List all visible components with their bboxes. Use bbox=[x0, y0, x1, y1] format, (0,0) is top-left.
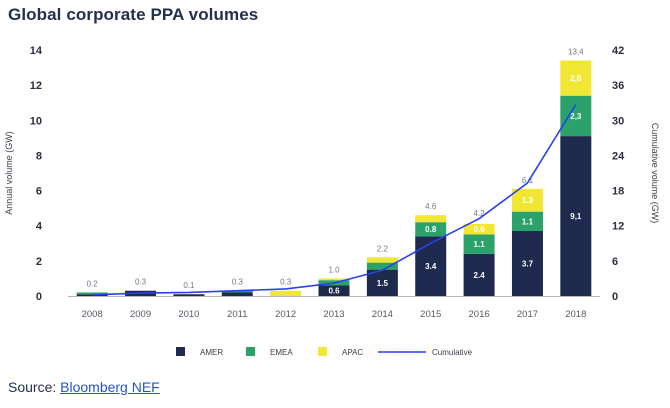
bar-label-apac: 0.6 bbox=[474, 225, 486, 234]
bar-label-amer: 2.4 bbox=[474, 271, 486, 280]
bar-total-label: 0.2 bbox=[87, 279, 99, 288]
bar-emea bbox=[366, 262, 398, 270]
y-right-tick-label: 12 bbox=[612, 221, 624, 233]
y-tick-label: 4 bbox=[36, 221, 43, 233]
x-tick-label: 2013 bbox=[323, 309, 344, 320]
legend-label-emea: EMEA bbox=[270, 348, 293, 357]
x-tick-label: 2018 bbox=[565, 309, 586, 320]
legend-label-amer: AMER bbox=[200, 348, 223, 357]
bar-label-amer: 1.5 bbox=[377, 279, 389, 288]
bar-label-amer: 3.4 bbox=[425, 262, 437, 271]
y-tick-label: 10 bbox=[30, 115, 42, 127]
bar-total-label: 0.3 bbox=[232, 278, 244, 287]
bar-emea bbox=[463, 234, 495, 254]
y-right-axis-title: Cumulative volume (GW) bbox=[650, 123, 660, 224]
y-right-tick-label: 36 bbox=[612, 80, 624, 92]
bar-amer bbox=[76, 294, 108, 296]
bar-amer bbox=[560, 136, 592, 296]
bar-total-label: 0.3 bbox=[135, 278, 147, 287]
y-right-tick-label: 6 bbox=[612, 256, 618, 268]
y-right-tick-label: 18 bbox=[612, 186, 624, 198]
x-tick-label: 2014 bbox=[372, 309, 393, 320]
bar-label-emea: 2,3 bbox=[570, 112, 582, 121]
bar-label-emea: 1.1 bbox=[474, 240, 486, 249]
y-axis-title: Annual volume (GW) bbox=[4, 131, 14, 215]
bar-label-apac: 2,0 bbox=[570, 74, 582, 83]
legend-label-cumulative: Cumulative bbox=[432, 348, 473, 357]
x-tick-label: 2009 bbox=[130, 309, 151, 320]
bar-apac bbox=[463, 223, 495, 235]
y-tick-label: 12 bbox=[30, 80, 42, 92]
line-cumulative bbox=[92, 104, 577, 296]
x-tick-label: 2011 bbox=[227, 309, 247, 320]
bar-label-emea: 1.1 bbox=[522, 217, 534, 226]
y-tick-label: 6 bbox=[36, 186, 42, 198]
source-prefix: Source: bbox=[8, 379, 61, 395]
bar-amer bbox=[366, 269, 398, 296]
bar-emea bbox=[511, 211, 543, 231]
y-tick-label: 0 bbox=[36, 291, 42, 303]
bar-total-label: 4.2 bbox=[474, 209, 486, 218]
source-link[interactable]: Bloomberg NEF bbox=[60, 379, 160, 395]
x-tick-label: 2015 bbox=[420, 309, 441, 320]
y-tick-label: 8 bbox=[36, 150, 42, 162]
x-tick-label: 2016 bbox=[469, 309, 490, 320]
legend-swatch-emea bbox=[246, 347, 255, 356]
bar-apac bbox=[270, 290, 302, 296]
y-right-tick-label: 42 bbox=[612, 45, 624, 57]
bar-total-label: 1.0 bbox=[328, 265, 340, 274]
bar-apac bbox=[318, 278, 350, 281]
bar-amer bbox=[318, 285, 350, 296]
bar-label-emea: 0.8 bbox=[425, 225, 437, 234]
y-right-tick-label: 30 bbox=[612, 115, 624, 127]
bar-emea bbox=[415, 222, 447, 237]
legend-swatch-apac bbox=[318, 347, 327, 356]
bar-apac bbox=[366, 257, 398, 263]
bar-emea bbox=[221, 290, 253, 293]
x-tick-label: 2017 bbox=[517, 309, 538, 320]
x-tick-label: 2008 bbox=[82, 309, 103, 320]
y-right-tick-label: 0 bbox=[612, 291, 618, 303]
bar-apac bbox=[415, 215, 447, 223]
bar-label-amer: 9,1 bbox=[570, 212, 582, 221]
bar-amer bbox=[511, 230, 543, 296]
bar-amer bbox=[221, 292, 253, 296]
bar-apac bbox=[560, 60, 592, 96]
bar-amer bbox=[415, 236, 447, 296]
bar-label-apac: 1.3 bbox=[522, 196, 534, 205]
bar-amer bbox=[463, 253, 495, 296]
bar-total-label: 2.2 bbox=[377, 244, 389, 253]
chart-title: Global corporate PPA volumes bbox=[8, 5, 259, 24]
legend-label-apac: APAC bbox=[342, 348, 363, 357]
x-tick-label: 2010 bbox=[178, 309, 199, 320]
bar-label-amer: 0.6 bbox=[328, 287, 340, 296]
bar-total-label: 0.3 bbox=[280, 278, 292, 287]
bar-total-label: 4.6 bbox=[425, 202, 437, 211]
bar-total-label: 0.1 bbox=[183, 281, 195, 290]
y-tick-label: 14 bbox=[30, 45, 43, 57]
bar-emea bbox=[560, 95, 592, 137]
source-line: Source: Bloomberg NEF bbox=[8, 379, 160, 395]
bar-apac bbox=[511, 188, 543, 212]
y-right-tick-label: 24 bbox=[612, 150, 625, 162]
bar-total-label: 13,4 bbox=[568, 48, 584, 57]
bar-emea bbox=[76, 292, 108, 295]
x-tick-label: 2012 bbox=[275, 309, 296, 320]
legend-swatch-amer bbox=[176, 347, 185, 356]
bar-total-label: 6.1 bbox=[522, 176, 534, 185]
bar-amer bbox=[173, 294, 205, 296]
bar-label-amer: 3.7 bbox=[522, 259, 534, 268]
y-tick-label: 2 bbox=[36, 256, 42, 268]
